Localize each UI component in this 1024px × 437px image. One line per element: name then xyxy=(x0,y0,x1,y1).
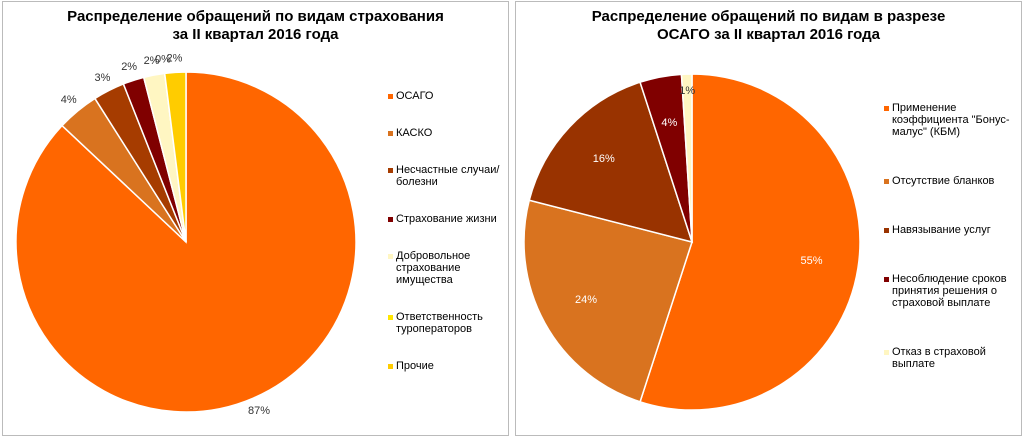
legend-swatch xyxy=(884,228,889,233)
pie-slice xyxy=(639,73,861,411)
legend-label: Несчастные случаи/болезни xyxy=(396,164,500,188)
legend-swatch xyxy=(388,94,393,99)
legend-swatch xyxy=(884,350,889,355)
legend-label: Добровольное страхование имущества xyxy=(396,250,471,286)
legend-item: Ответственность туроператоров xyxy=(388,311,506,335)
pie-slice xyxy=(680,73,693,243)
legend-swatch xyxy=(388,254,393,259)
legend-item: Несоблюдение сроков принятия решения о с… xyxy=(884,273,1020,309)
legend-item: КАСКО xyxy=(388,127,506,139)
data-label: 1% xyxy=(679,85,695,97)
pie-slice xyxy=(163,71,187,243)
legend-label: ОСАГО xyxy=(396,90,434,102)
legend-swatch xyxy=(884,277,889,282)
legend-swatch xyxy=(388,364,393,369)
legend-item: Навязывание услуг xyxy=(884,224,1020,236)
data-label: 4% xyxy=(61,94,77,106)
legend-label: Отказ в страховой выплате xyxy=(892,346,986,370)
data-label: 2% xyxy=(121,61,137,73)
data-label: 24% xyxy=(575,294,597,306)
legend-label: Страхование жизни xyxy=(396,213,497,225)
pie-canvas: 87%4%3%2% 2%0%2% xyxy=(15,52,357,417)
legend-swatch xyxy=(388,168,393,173)
legend-label: КАСКО xyxy=(396,127,433,139)
legend-item: Добровольное страхование имущества xyxy=(388,250,506,286)
legend-swatch xyxy=(884,106,889,111)
chart-panel: Распределение обращений по видам страхов… xyxy=(2,1,509,436)
legend-item: Несчастные случаи/болезни xyxy=(388,164,506,188)
legend-label: Прочие xyxy=(396,360,434,372)
legend-swatch xyxy=(884,179,889,184)
legend-item: Прочие xyxy=(388,360,506,372)
pie-slice xyxy=(528,81,694,244)
data-label: 2% xyxy=(166,52,182,64)
data-label: 16% xyxy=(593,153,615,165)
legend-swatch xyxy=(388,217,393,222)
legend-item: Отказ в страховой выплате xyxy=(884,346,1020,370)
chart-title: Распределение обращений по видам страхов… xyxy=(67,8,444,43)
legend-swatch xyxy=(388,315,393,320)
pie-slice xyxy=(15,71,357,413)
data-label: 87% xyxy=(248,405,270,417)
legend-swatch xyxy=(388,131,393,136)
chart-panel: Распределение обращений по видам в разре… xyxy=(515,1,1022,436)
legend-item: Страхование жизни xyxy=(388,213,506,225)
legend-item: ОСАГО xyxy=(388,90,506,102)
data-label: 4% xyxy=(661,117,677,129)
legend-label: Отсутствие бланков xyxy=(892,175,995,187)
data-label: 3% xyxy=(95,72,111,84)
legend-label: Навязывание услуг xyxy=(892,224,991,236)
data-label: 0% xyxy=(155,53,171,65)
chart-title: Распределение обращений по видам в разре… xyxy=(591,8,946,43)
legend-label: Несоблюдение сроков принятия решения о с… xyxy=(892,273,1007,309)
legend: ОСАГО КАСКО Несчастные случаи/болезни Страх… xyxy=(388,90,506,372)
legend-item: Применение коэффициента "Бонус-малус" (К… xyxy=(884,102,1020,138)
data-label: 55% xyxy=(800,255,822,267)
legend: Применение коэффициента "Бонус-малус" (К… xyxy=(884,102,1020,370)
legend-label: Ответственность туроператоров xyxy=(396,311,483,335)
legend-item: Отсутствие бланков xyxy=(884,175,1020,187)
pie-canvas: 55% 24% 16% 4% 1% xyxy=(523,73,861,411)
pie-slice xyxy=(523,199,693,403)
legend-label: Применение коэффициента "Бонус-малус" (К… xyxy=(892,102,1010,138)
data-label: 2% xyxy=(144,55,160,67)
